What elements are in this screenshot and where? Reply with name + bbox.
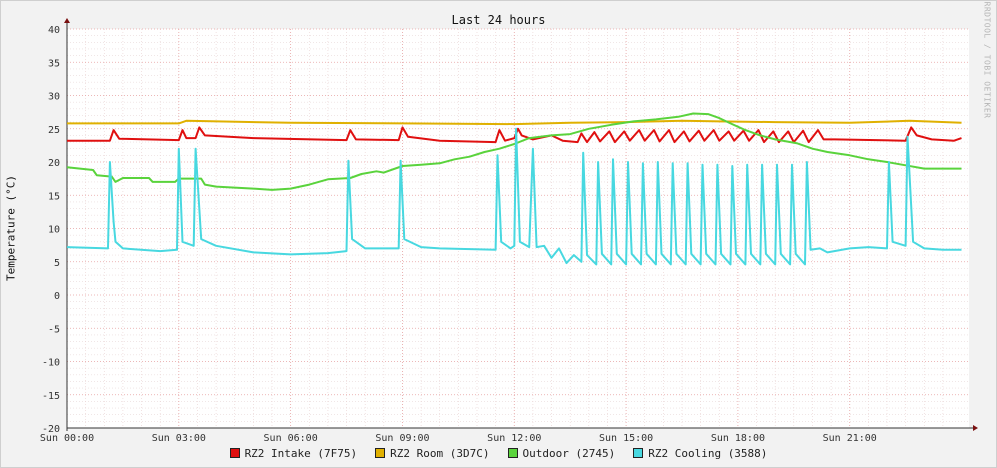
x-axis-arrow (973, 425, 978, 431)
x-tick-label: Sun 15:00 (599, 433, 653, 444)
y-axis-arrow (64, 18, 70, 23)
y-tick-label: 30 (48, 92, 60, 103)
y-tick-label: 20 (48, 158, 60, 169)
y-tick-label: 0 (54, 291, 60, 302)
y-tick-label: 15 (48, 191, 60, 202)
y-tick-label: 10 (48, 225, 60, 236)
y-tick-label: 25 (48, 125, 60, 136)
x-tick-label: Sun 12:00 (487, 433, 541, 444)
legend-swatch (229, 448, 240, 458)
legend-item: RZ2 Intake (7F75) (229, 444, 358, 462)
x-tick-label: Sun 21:00 (823, 433, 877, 444)
legend-item: RZ2 Cooling (3588) (633, 444, 767, 462)
x-tick-label: Sun 06:00 (264, 433, 318, 444)
y-tick-label: -10 (42, 358, 60, 369)
x-tick-label: Sun 00:00 (40, 433, 94, 444)
legend-swatch (375, 448, 386, 458)
y-tick-label: 5 (54, 258, 60, 269)
y-tick-label: -5 (48, 324, 60, 335)
legend-item: RZ2 Room (3D7C) (375, 444, 490, 462)
x-tick-label: Sun 18:00 (711, 433, 765, 444)
legend-label: Outdoor (2745) (522, 446, 616, 460)
legend-label: RZ2 Intake (7F75) (244, 446, 358, 460)
y-tick-label: 35 (48, 58, 60, 69)
legend-swatch (633, 448, 644, 458)
series-line-2 (67, 119, 962, 126)
chart-title: Last 24 hours (451, 13, 546, 27)
legend: RZ2 Intake (7F75) RZ2 Room (3D7C) Outdoor … (0, 444, 997, 462)
legend-label: RZ2 Cooling (3588) (648, 446, 768, 460)
y-tick-label: 40 (48, 25, 60, 36)
x-tick-label: Sun 03:00 (152, 433, 206, 444)
series-line-4 (66, 127, 962, 266)
legend-item: Outdoor (2745) (507, 444, 616, 462)
y-tick-label: -20 (42, 424, 60, 435)
legend-label: RZ2 Room (3D7C) (390, 446, 490, 460)
x-tick-label: Sun 09:00 (375, 433, 429, 444)
y-tick-label: -15 (42, 391, 60, 402)
legend-swatch (507, 448, 518, 458)
line-chart: -20 -15 -10 -5 0 5 10 15 20 25 30 35 40 Sun 00:00 Sun … (40, 18, 978, 444)
series-line-1 (67, 126, 962, 144)
